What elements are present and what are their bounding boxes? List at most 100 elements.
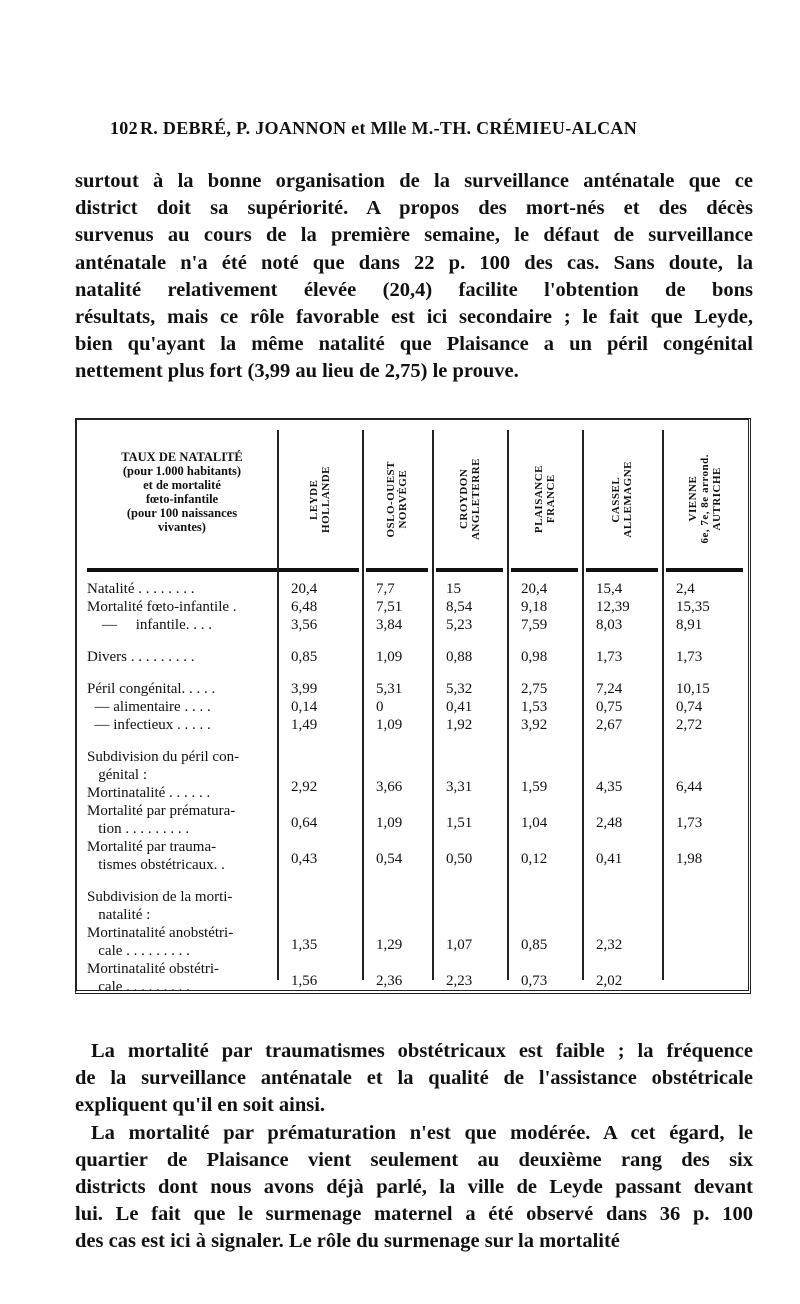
row-label-line: Mortinatalité anobstétri- (87, 925, 234, 941)
table-cell: 7,51 (362, 598, 432, 616)
column-divider (277, 430, 279, 980)
cell-value: 7,24 (596, 681, 623, 697)
cell-value: 10,15 (676, 681, 710, 697)
row-label: Subdivision de la morti- natalité : Morti… (77, 888, 277, 960)
cell-value: 1,07 (446, 937, 473, 953)
column-header: OSLO-OUEST NORVÈGE (362, 434, 432, 564)
cell-value: 15,35 (676, 599, 710, 615)
cell-value: 0,64 (291, 815, 318, 831)
table-cell: 2,4 (662, 580, 747, 598)
table-cell: 0,73 (507, 960, 582, 996)
column-header: LEYDE HOLLANDE (277, 434, 362, 564)
table-cell: 0,75 (582, 698, 662, 716)
row-label-line: Mortalité par prématura- (87, 803, 236, 819)
cell-value: 7,51 (376, 599, 403, 615)
table-cell: 3,84 (362, 616, 432, 634)
column-header-line: PLAISANCE (532, 464, 545, 534)
table-cell: 1,29 (362, 888, 432, 960)
cell-value: 8,03 (596, 617, 623, 633)
text-line: survenus au cours de la première semaine… (75, 224, 753, 247)
cell-value: 0,12 (521, 851, 548, 867)
row-label-line: Divers . . . . . . . . . (87, 649, 195, 665)
cell-value: 5,32 (446, 681, 473, 697)
row-label: — infantile. . . . (77, 616, 277, 634)
row-label: — alimentaire . . . . (77, 698, 277, 716)
cell-value: 2,48 (596, 815, 623, 831)
row-label-line: cale . . . . . . . . . (87, 979, 190, 995)
row-label-line: Mortalité par trauma- (87, 839, 217, 855)
cell-value: 3,31 (446, 779, 473, 795)
table-cell: 2,23 (432, 960, 507, 996)
page-number: 102 (110, 118, 138, 138)
authors-header: R. DEBRÉ, P. JOANNON et Mlle M.-TH. CRÉM… (140, 118, 638, 138)
row-label: — infectieux . . . . . (77, 716, 277, 734)
column-header: CASSEL ALLEMAGNE (582, 434, 662, 564)
cell-value: 15,4 (596, 581, 623, 597)
text-line: lui. Le fait que le surmenage maternel a… (75, 1203, 753, 1226)
header-label-line: (pour 1.000 habitants) (122, 464, 242, 478)
table-cell: 6,48 (277, 598, 362, 616)
column-divider (662, 430, 664, 980)
column-header-line: ANGLETERRE (469, 457, 482, 541)
cell-value: 2,23 (446, 973, 473, 989)
row-label: Mortalité par prématura- tion . . . . . … (77, 802, 277, 838)
text-line: district doit sa supériorité. A propos d… (75, 197, 753, 220)
row-label-line: génital : (87, 767, 147, 783)
header-rule (586, 568, 658, 572)
text-line: La mortalité par prématuration n'est que… (91, 1121, 753, 1144)
table-cell: 7,24 (582, 680, 662, 698)
table-cell: 15,35 (662, 598, 747, 616)
table-cell: 1,04 (507, 802, 582, 838)
table-cell: 2,36 (362, 960, 432, 996)
row-label-line: Mortinatalité . . . . . . (87, 785, 211, 801)
table-cell: 15 (432, 580, 507, 598)
cell-value: 0,54 (376, 851, 403, 867)
cell-value: 0,88 (446, 649, 473, 665)
header-rule (87, 568, 277, 572)
table-cell: 2,48 (582, 802, 662, 838)
header-rule (436, 568, 503, 572)
column-header-line: VIENNE (686, 476, 699, 522)
row-label-line: tion . . . . . . . . . (87, 821, 190, 837)
cell-value: 0,74 (676, 699, 703, 715)
table-cell: 2,72 (662, 716, 747, 734)
cell-value: 0,14 (291, 699, 318, 715)
table-cell: 1,09 (362, 716, 432, 734)
cell-value: 3,92 (521, 717, 548, 733)
cell-value: 1,09 (376, 815, 403, 831)
cell-value: 1,56 (291, 973, 318, 989)
cell-value: 15 (446, 581, 461, 597)
cell-value: 1,73 (676, 815, 703, 831)
table-cell: 1,56 (277, 960, 362, 996)
cell-value: 5,31 (376, 681, 403, 697)
table-cell: 1,53 (507, 698, 582, 716)
row-label: Péril congénital. . . . . (77, 680, 277, 698)
table-cell: 8,91 (662, 616, 747, 634)
table-cell: 6,44 (662, 748, 747, 802)
column-header-line: 6e, 7e, 8e arrond. (698, 454, 711, 544)
header-label-line: (pour 100 naissances (126, 506, 238, 520)
cell-value: 12,39 (596, 599, 630, 615)
table-cell: 0,41 (582, 838, 662, 874)
table-row: Mortalité par trauma- tismes obstétricau… (77, 838, 748, 874)
cell-value: 1,09 (376, 649, 403, 665)
cell-value: 0,43 (291, 851, 318, 867)
cell-value: 6,44 (676, 779, 703, 795)
cell-value: 7,7 (376, 581, 395, 597)
text-line: des cas est ici à signaler. Le rôle du s… (75, 1230, 620, 1253)
header-rule (279, 568, 359, 572)
row-label: Mortalité fœto-infantile . (77, 598, 277, 616)
cell-value: 2,92 (291, 779, 318, 795)
column-header: CROYDON ANGLETERRE (432, 434, 507, 564)
table-cell: 12,39 (582, 598, 662, 616)
table-header-label: TAUX DE NATALITÉ (pour 1.000 habitants) et… (87, 450, 277, 534)
cell-value: 8,54 (446, 599, 473, 615)
column-divider (432, 430, 434, 980)
table-cell: 1,49 (277, 716, 362, 734)
table-cell: 0,50 (432, 838, 507, 874)
cell-value: 1,73 (676, 649, 703, 665)
table-cell: 5,32 (432, 680, 507, 698)
cell-value: 1,98 (676, 851, 703, 867)
table-cell: 1,07 (432, 888, 507, 960)
row-label-line: Mortalité fœto-infantile . (87, 599, 237, 615)
